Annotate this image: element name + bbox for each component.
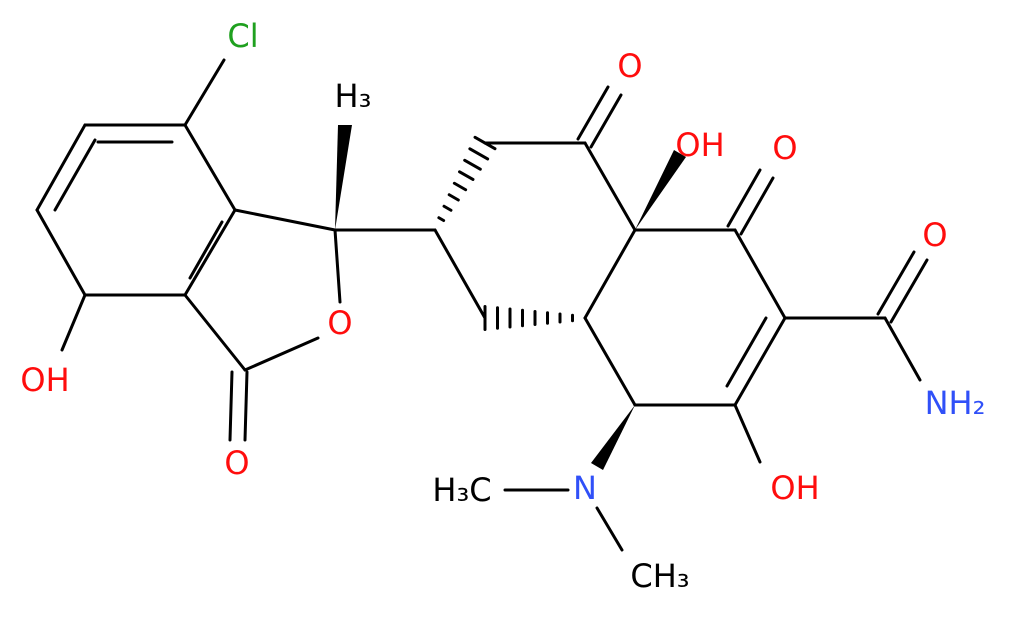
atom-label: O (922, 216, 947, 254)
atom-label: OH (675, 126, 724, 164)
atom-label: O (772, 129, 797, 167)
hash (458, 170, 475, 181)
hash (437, 216, 446, 222)
hash (468, 147, 490, 161)
atom-label: O (224, 444, 249, 482)
atom-label: OH (20, 361, 69, 399)
atom-label: N (573, 469, 597, 507)
hash (463, 158, 482, 171)
hash (452, 181, 468, 192)
atom-label: NH₂ (925, 384, 986, 422)
atom-label: H₃C (432, 471, 491, 509)
atom-label: OH (770, 469, 819, 507)
wedges (335, 125, 686, 470)
atom-label: H₃ (335, 77, 372, 115)
atom-label: Cl (227, 17, 258, 55)
hash (442, 204, 453, 212)
hashed-bonds (437, 135, 574, 331)
atom-label: O (327, 304, 352, 342)
hash (473, 135, 497, 151)
hash (447, 193, 460, 202)
atom-label: O (617, 47, 642, 85)
bonds (35, 58, 929, 552)
atom-label: CH₃ (630, 557, 689, 595)
